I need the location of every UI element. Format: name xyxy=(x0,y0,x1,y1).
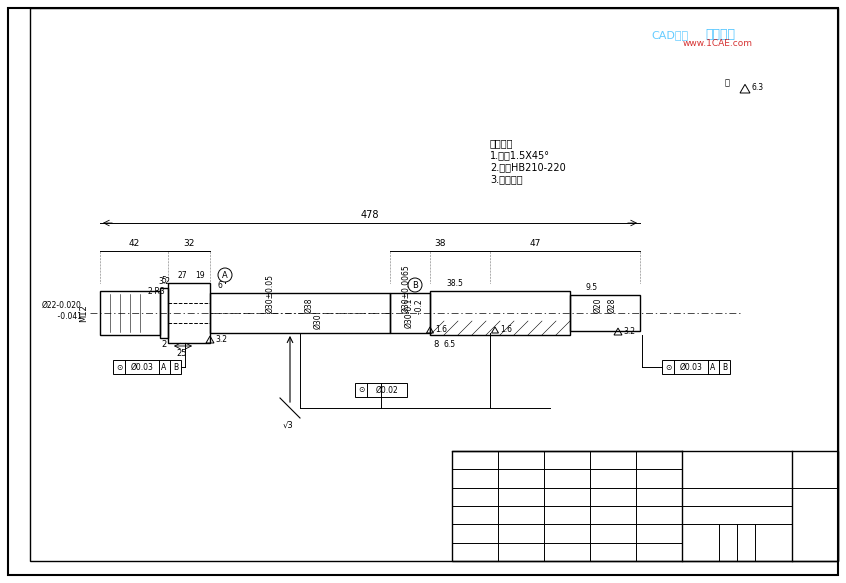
Text: 6: 6 xyxy=(217,281,222,290)
Text: 25: 25 xyxy=(177,349,187,358)
Bar xyxy=(100,291,160,335)
Text: B: B xyxy=(173,363,179,371)
Text: 32: 32 xyxy=(184,239,195,248)
Text: 9.5: 9.5 xyxy=(586,283,598,292)
Text: 1.6: 1.6 xyxy=(500,325,512,334)
Text: www.1CAE.com: www.1CAE.com xyxy=(683,38,753,47)
Bar xyxy=(390,293,430,333)
Text: Ø0.02: Ø0.02 xyxy=(376,385,398,395)
Text: Ø20: Ø20 xyxy=(594,297,602,313)
Text: 6.5: 6.5 xyxy=(444,340,456,349)
Text: 27: 27 xyxy=(177,271,187,280)
Text: √3: √3 xyxy=(283,421,294,430)
Bar xyxy=(355,383,407,397)
Text: 技术要求: 技术要求 xyxy=(490,138,514,148)
Text: B: B xyxy=(722,363,728,371)
Text: 2: 2 xyxy=(162,340,167,349)
Bar xyxy=(452,451,838,561)
Text: ⊙: ⊙ xyxy=(116,363,122,371)
Text: Ø30-0.1
     -0.2: Ø30-0.1 -0.2 xyxy=(404,298,424,328)
Text: 3.2: 3.2 xyxy=(624,326,635,335)
Bar xyxy=(570,295,640,331)
Text: 8: 8 xyxy=(433,340,439,349)
Text: A: A xyxy=(711,363,716,371)
Text: Ø30±0.05: Ø30±0.05 xyxy=(266,274,274,313)
Text: A: A xyxy=(222,271,228,279)
Text: 粗: 粗 xyxy=(725,79,730,87)
Text: B: B xyxy=(412,280,418,290)
Text: 仿真在线: 仿真在线 xyxy=(705,29,735,41)
Bar xyxy=(168,283,210,343)
Text: 3.2: 3.2 xyxy=(216,335,228,343)
Text: Ø38: Ø38 xyxy=(305,297,314,313)
Text: 38: 38 xyxy=(434,239,446,248)
Bar xyxy=(113,360,181,374)
Text: Ø30: Ø30 xyxy=(314,313,322,329)
Text: 1.6: 1.6 xyxy=(435,325,447,334)
Bar xyxy=(210,293,390,333)
Text: 478: 478 xyxy=(360,210,379,220)
Text: ⊙: ⊙ xyxy=(665,363,671,371)
Text: 2.调质HB210-220: 2.调质HB210-220 xyxy=(490,162,566,172)
Text: 1.倒角1.5X45°: 1.倒角1.5X45° xyxy=(490,150,550,160)
Text: Ø0.03: Ø0.03 xyxy=(679,363,702,371)
Text: 6.3: 6.3 xyxy=(752,83,764,93)
Text: Ø30±0.0065: Ø30±0.0065 xyxy=(402,264,410,313)
Text: 2-R3: 2-R3 xyxy=(147,286,165,296)
Text: M12: M12 xyxy=(79,304,88,322)
Text: ⊙: ⊙ xyxy=(358,385,364,395)
Text: 47: 47 xyxy=(530,239,541,248)
Text: 3.其他锐化: 3.其他锐化 xyxy=(490,174,523,184)
Text: 19: 19 xyxy=(195,271,205,280)
Text: 3.2: 3.2 xyxy=(158,277,170,286)
Text: 38.5: 38.5 xyxy=(447,279,464,288)
Bar xyxy=(430,291,570,335)
Bar xyxy=(160,288,168,338)
Text: 42: 42 xyxy=(129,239,140,248)
Text: 5: 5 xyxy=(162,276,167,285)
Text: Ø22-0.020
    -0.041: Ø22-0.020 -0.041 xyxy=(42,301,82,321)
Text: CAD教程: CAD教程 xyxy=(651,30,689,40)
Text: Ø0.03: Ø0.03 xyxy=(130,363,153,371)
Bar xyxy=(662,360,730,374)
Text: Ø28: Ø28 xyxy=(607,298,617,313)
Text: A: A xyxy=(162,363,167,371)
